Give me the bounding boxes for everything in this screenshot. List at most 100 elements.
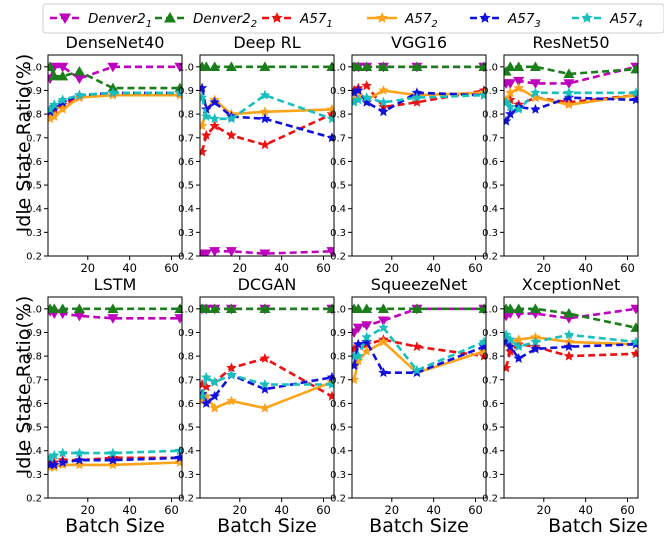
data-point-denver2-1 <box>225 247 237 256</box>
data-point-denver2-2 <box>630 63 638 74</box>
data-point-a57-3 <box>353 85 364 95</box>
panel-frame <box>351 296 487 499</box>
data-point-a57-4 <box>74 89 85 100</box>
y-tick-label: 0.3 <box>330 470 346 481</box>
panel-frame <box>503 296 639 499</box>
data-point-a57-2 <box>530 92 541 102</box>
y-tick-label: 0.5 <box>178 423 194 434</box>
data-point-a57-1 <box>505 345 516 356</box>
data-point-a57-1 <box>361 80 372 91</box>
y-tick-label: 0.7 <box>482 133 498 144</box>
y-tick-label: 0.3 <box>482 228 498 239</box>
data-point-denver2-2 <box>200 303 212 313</box>
legend-marker <box>376 12 388 23</box>
data-point-a57-4 <box>505 101 516 112</box>
data-point-a57-1 <box>259 353 271 363</box>
plot-area <box>48 61 182 124</box>
x-tick-label: 40 <box>426 503 441 517</box>
data-point-denver2-1 <box>107 314 119 324</box>
data-point-denver2-2 <box>361 303 373 313</box>
x-tick-label: 40 <box>274 503 289 517</box>
data-point-denver2-2 <box>200 61 212 71</box>
x-axis-label-3: Batch Size <box>369 515 469 537</box>
y-tick-label: 0.7 <box>178 133 194 144</box>
panel-title: LSTM <box>94 275 137 294</box>
y-tick-label: 0.2 <box>330 494 346 505</box>
y-tick-label: 0.4 <box>482 204 498 215</box>
data-point-a57-2 <box>49 111 60 121</box>
data-point-denver2-2 <box>326 61 334 71</box>
y-tick-label: 0.2 <box>178 494 194 505</box>
y-tick-label: 0.7 <box>26 133 42 144</box>
y-tick-label: 0.5 <box>330 423 346 434</box>
series-line-denver2-1 <box>48 65 180 80</box>
y-tick-label: 0.4 <box>178 446 194 457</box>
legend-label: Denver21 <box>88 11 152 30</box>
y-tick-label: 0.4 <box>26 446 42 457</box>
data-point-a57-4 <box>326 379 334 389</box>
y-tick-label: 0.9 <box>482 328 498 339</box>
y-tick-label: 0.3 <box>178 470 194 481</box>
data-point-a57-3 <box>209 390 220 401</box>
y-tick-label: 0.6 <box>178 399 194 410</box>
data-point-denver2-1 <box>361 321 373 331</box>
y-tick-label: 0.9 <box>482 86 498 97</box>
legend-marker <box>164 12 176 23</box>
data-point-denver2-1 <box>352 323 364 334</box>
y-tick-label: 0.5 <box>330 181 346 192</box>
data-point-denver2-2 <box>209 303 221 313</box>
x-tick-label: 60 <box>468 261 483 275</box>
y-axis-label-bottom: Idle State Ratio(%) <box>13 296 35 475</box>
x-tick-label: 60 <box>164 503 179 517</box>
data-point-denver2-2 <box>513 61 525 71</box>
legend-label: Denver22 <box>193 11 257 30</box>
y-tick-label: 0.6 <box>330 399 346 410</box>
data-point-a57-4 <box>478 89 486 100</box>
series-line-a57-3 <box>200 373 333 405</box>
y-tick-label: 1.0 <box>26 62 42 73</box>
panel-title: Deep RL <box>233 33 300 52</box>
y-tick-label: 0.9 <box>178 328 194 339</box>
data-point-a57-4 <box>49 449 60 460</box>
x-tick-label: 60 <box>468 503 483 517</box>
legend-marker <box>59 13 71 24</box>
legend-marker <box>479 12 491 23</box>
y-tick-label: 0.3 <box>26 470 42 481</box>
y-tick-label: 0.8 <box>482 110 498 121</box>
data-point-a57-3 <box>530 343 541 354</box>
y-tick-label: 0.5 <box>26 181 42 192</box>
y-tick-label: 0.4 <box>330 446 346 457</box>
legend: Denver21 Denver22 A571 A572 A573 A574 <box>42 3 664 34</box>
y-tick-label: 0.4 <box>26 204 42 215</box>
data-point-a57-3 <box>259 383 271 394</box>
data-point-a57-4 <box>107 447 119 458</box>
data-point-a57-1 <box>352 343 360 354</box>
data-point-denver2-2 <box>48 70 60 81</box>
data-point-denver2-2 <box>73 66 85 76</box>
data-point-a57-4 <box>174 87 182 98</box>
data-point-denver2-2 <box>225 303 237 313</box>
legend-frame <box>42 3 664 34</box>
x-tick-label: 40 <box>578 261 593 275</box>
data-point-denver2-2 <box>57 303 69 313</box>
y-tick-label: 1.0 <box>330 62 346 73</box>
data-point-a57-3 <box>326 371 334 382</box>
data-point-denver2-2 <box>504 61 516 71</box>
data-point-a57-3 <box>209 96 220 107</box>
data-point-denver2-2 <box>209 61 221 71</box>
legend-label: A571 <box>299 11 333 30</box>
y-tick-label: 0.9 <box>330 328 346 339</box>
data-point-a57-4 <box>353 350 364 361</box>
data-point-denver2-1 <box>174 62 182 73</box>
plot-area <box>200 303 334 413</box>
data-point-a57-2 <box>513 334 524 344</box>
data-point-a57-2 <box>361 345 372 356</box>
data-point-a57-2 <box>563 99 575 110</box>
x-tick-label: 20 <box>536 503 551 517</box>
panel-title: ResNet50 <box>532 33 609 52</box>
panel-squeezenet: SqueezeNet 0.2 0.3 0.4 0.5 0.6 0.7 0.8 0.9 1.0 20 4… <box>330 275 487 517</box>
data-point-a57-4 <box>174 445 182 456</box>
x-tick-label: 60 <box>620 261 635 275</box>
y-tick-label: 0.2 <box>482 494 498 505</box>
panel-title: SqueezeNet <box>371 275 467 294</box>
